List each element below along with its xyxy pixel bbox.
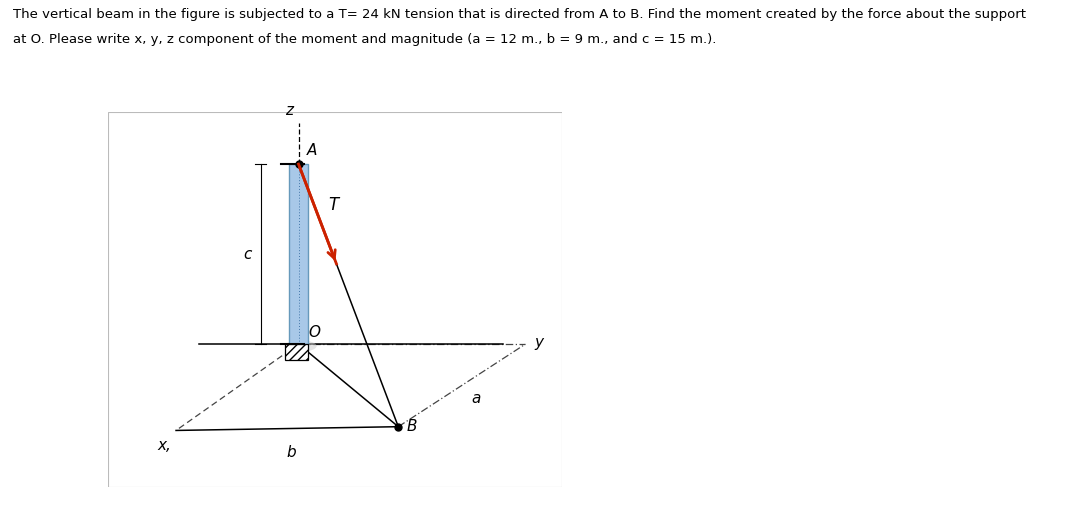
Text: b: b (287, 446, 297, 460)
Text: x,: x, (158, 438, 172, 453)
Text: A: A (307, 143, 318, 158)
Text: The vertical beam in the figure is subjected to a T= 24 kN tension that is direc: The vertical beam in the figure is subje… (13, 8, 1026, 21)
Text: z: z (285, 103, 293, 118)
Text: c: c (243, 246, 252, 262)
Ellipse shape (285, 340, 316, 352)
Polygon shape (288, 164, 309, 344)
Text: T: T (328, 196, 338, 214)
Text: at O. Please write x, y, z component of the moment and magnitude (a = 12 m., b =: at O. Please write x, y, z component of … (13, 33, 716, 46)
Text: O: O (309, 325, 321, 340)
Text: B: B (406, 419, 417, 434)
Polygon shape (285, 344, 309, 360)
Text: a: a (471, 391, 481, 406)
Text: y: y (535, 335, 543, 350)
